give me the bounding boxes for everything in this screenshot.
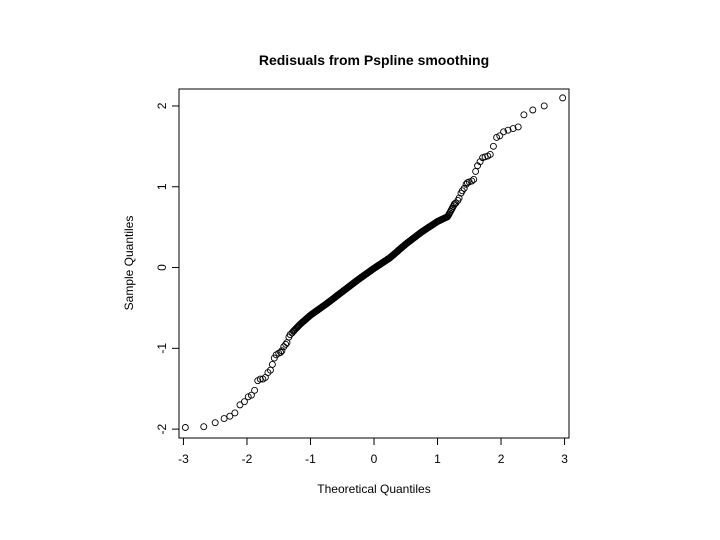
qq-point xyxy=(489,142,497,150)
x-axis-label: Theoretical Quantiles xyxy=(317,482,430,496)
qq-point xyxy=(251,386,259,394)
qq-point xyxy=(220,415,228,423)
qq-point xyxy=(240,398,248,406)
qq-point xyxy=(514,123,522,131)
qq-point xyxy=(468,177,476,185)
x-tick-label: 3 xyxy=(561,452,568,466)
x-tick-label: 0 xyxy=(371,452,378,466)
qq-point xyxy=(244,393,252,401)
qq-point xyxy=(455,194,463,202)
qq-point xyxy=(231,409,239,417)
x-tick-label: -1 xyxy=(305,452,316,466)
qq-point xyxy=(278,347,286,355)
qq-point xyxy=(268,361,276,368)
chart-title: Redisuals from Pspline smoothing xyxy=(259,52,489,68)
y-tick-label: 1 xyxy=(155,183,169,190)
y-tick-label: -2 xyxy=(155,423,169,434)
plot-frame xyxy=(178,88,570,439)
qq-point xyxy=(493,134,501,141)
y-tick-label: 0 xyxy=(155,264,169,271)
qq-point xyxy=(540,102,548,110)
qq-point xyxy=(247,391,255,399)
qq-point xyxy=(283,339,291,347)
y-tick-label: 2 xyxy=(155,102,169,109)
qq-point xyxy=(256,375,264,383)
x-axis-ticks: -3 -2 -1 0 1 2 3 xyxy=(178,438,568,466)
qq-point xyxy=(282,340,290,348)
qq-point xyxy=(504,126,512,134)
qq-point xyxy=(288,329,296,337)
qq-point xyxy=(509,125,517,133)
qq-point xyxy=(520,111,528,119)
data-points xyxy=(181,94,567,431)
qq-point xyxy=(289,327,297,335)
qq-point xyxy=(559,94,567,102)
qq-point xyxy=(472,167,480,175)
qq-point xyxy=(529,106,537,114)
x-tick-label: -3 xyxy=(178,452,189,466)
qq-point xyxy=(236,401,244,409)
y-axis-label: Sample Quantiles xyxy=(122,216,136,311)
x-tick-label: 1 xyxy=(434,452,441,466)
qq-point xyxy=(486,150,494,158)
qq-point xyxy=(460,184,468,192)
qq-point xyxy=(181,424,189,431)
x-tick-label: -2 xyxy=(242,452,253,466)
qq-point xyxy=(211,419,219,427)
qq-point xyxy=(277,348,285,356)
x-tick-label: 2 xyxy=(498,452,505,466)
qq-point xyxy=(450,201,458,209)
y-axis-ticks: -2 -1 0 1 2 xyxy=(155,102,179,434)
qq-point xyxy=(496,132,504,140)
qq-point xyxy=(200,423,208,431)
qq-point xyxy=(226,412,234,420)
qq-point xyxy=(500,128,508,136)
y-tick-label: -1 xyxy=(155,343,169,354)
qq-point xyxy=(470,176,478,183)
